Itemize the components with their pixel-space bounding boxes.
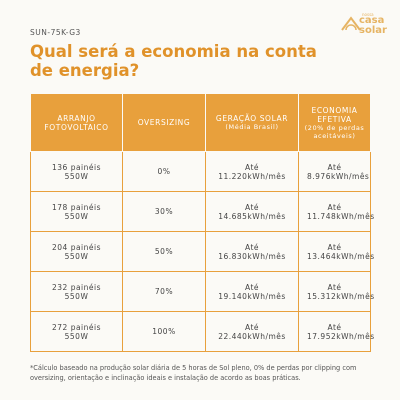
table-cell: Até 17.952kWh/mês — [298, 311, 374, 352]
table-body: 136 painéis 550W 0% Até 11.220kWh/mês Até 8… — [30, 151, 374, 352]
table-cell: 204 painéis 550W — [30, 231, 123, 272]
table-cell: Até 19.140kWh/mês — [205, 271, 299, 312]
table-cell: 272 painéis 550W — [30, 311, 123, 352]
table-row: 232 painéis 550W 70% Até 19.140kWh/mês Até … — [30, 271, 374, 312]
table-cell: 50% — [122, 231, 206, 272]
table-cell: Até 16.830kWh/mês — [205, 231, 299, 272]
column-title: GERAÇÃO SOLAR — [215, 114, 289, 123]
table-cell: Até 22.440kWh/mês — [205, 311, 299, 352]
column-header: ECONOMIA EFETIVA (20% de perdas aceitávei… — [298, 93, 371, 152]
table-cell: 232 painéis 550W — [30, 271, 123, 312]
table-cell: Até 15.312kWh/mês — [298, 271, 374, 312]
logo: nossa casa solar — [340, 6, 390, 40]
table-cell: 70% — [122, 271, 206, 312]
table-cell: Até 11.748kWh/mês — [298, 191, 374, 232]
table-row: 136 painéis 550W 0% Até 11.220kWh/mês Até 8… — [30, 151, 371, 192]
title: Qual será a economia na conta de energia… — [30, 42, 317, 80]
column-header: ARRANJO FOTOVOLTAICO — [30, 93, 123, 152]
column-title: OVERSIZING — [137, 118, 191, 127]
header-row: ARRANJO FOTOVOLTAICO OVERSIZING GERAÇÃO SO… — [30, 93, 371, 152]
table-row: 272 painéis 550W 100% Até 22.440kWh/mês Até… — [30, 311, 374, 352]
table-row: 204 painéis 550W 50% Até 16.830kWh/mês Até … — [30, 231, 374, 272]
column-title: ARRANJO FOTOVOLTAICO — [44, 113, 109, 132]
column-note: (20% de perdas aceitáveis) — [304, 123, 365, 140]
column-header: GERAÇÃO SOLAR (Média Brasil) — [205, 93, 299, 152]
column-note: (Média Brasil) — [225, 123, 279, 131]
column-title: ECONOMIA EFETIVA — [311, 105, 358, 124]
table-cell: Até 14.685kWh/mês — [205, 191, 299, 232]
logo-top: nossa — [362, 12, 374, 17]
logo-main: casa — [359, 15, 385, 26]
footnote: *Cálculo baseado na produção solar diári… — [30, 364, 357, 382]
column-header: OVERSIZING — [122, 93, 206, 152]
table-cell: 0% — [122, 151, 206, 192]
model-label: SUN-75K-G3 — [30, 28, 81, 37]
table-cell: Até 13.464kWh/mês — [298, 231, 374, 272]
table-cell: 178 painéis 550W — [30, 191, 123, 232]
table-row: 178 painéis 550W 30% Até 14.685kWh/mês Até … — [30, 191, 374, 232]
table-cell: Até 8.976kWh/mês — [298, 151, 371, 192]
table-cell: Até 11.220kWh/mês — [205, 151, 299, 192]
logo-icon — [341, 16, 361, 31]
table-cell: 100% — [122, 311, 206, 352]
table-cell: 30% — [122, 191, 206, 232]
logo-bottom: solar — [359, 25, 387, 36]
table: ARRANJO FOTOVOLTAICO OVERSIZING GERAÇÃO SO… — [30, 93, 374, 352]
table-cell: 136 painéis 550W — [30, 151, 123, 192]
